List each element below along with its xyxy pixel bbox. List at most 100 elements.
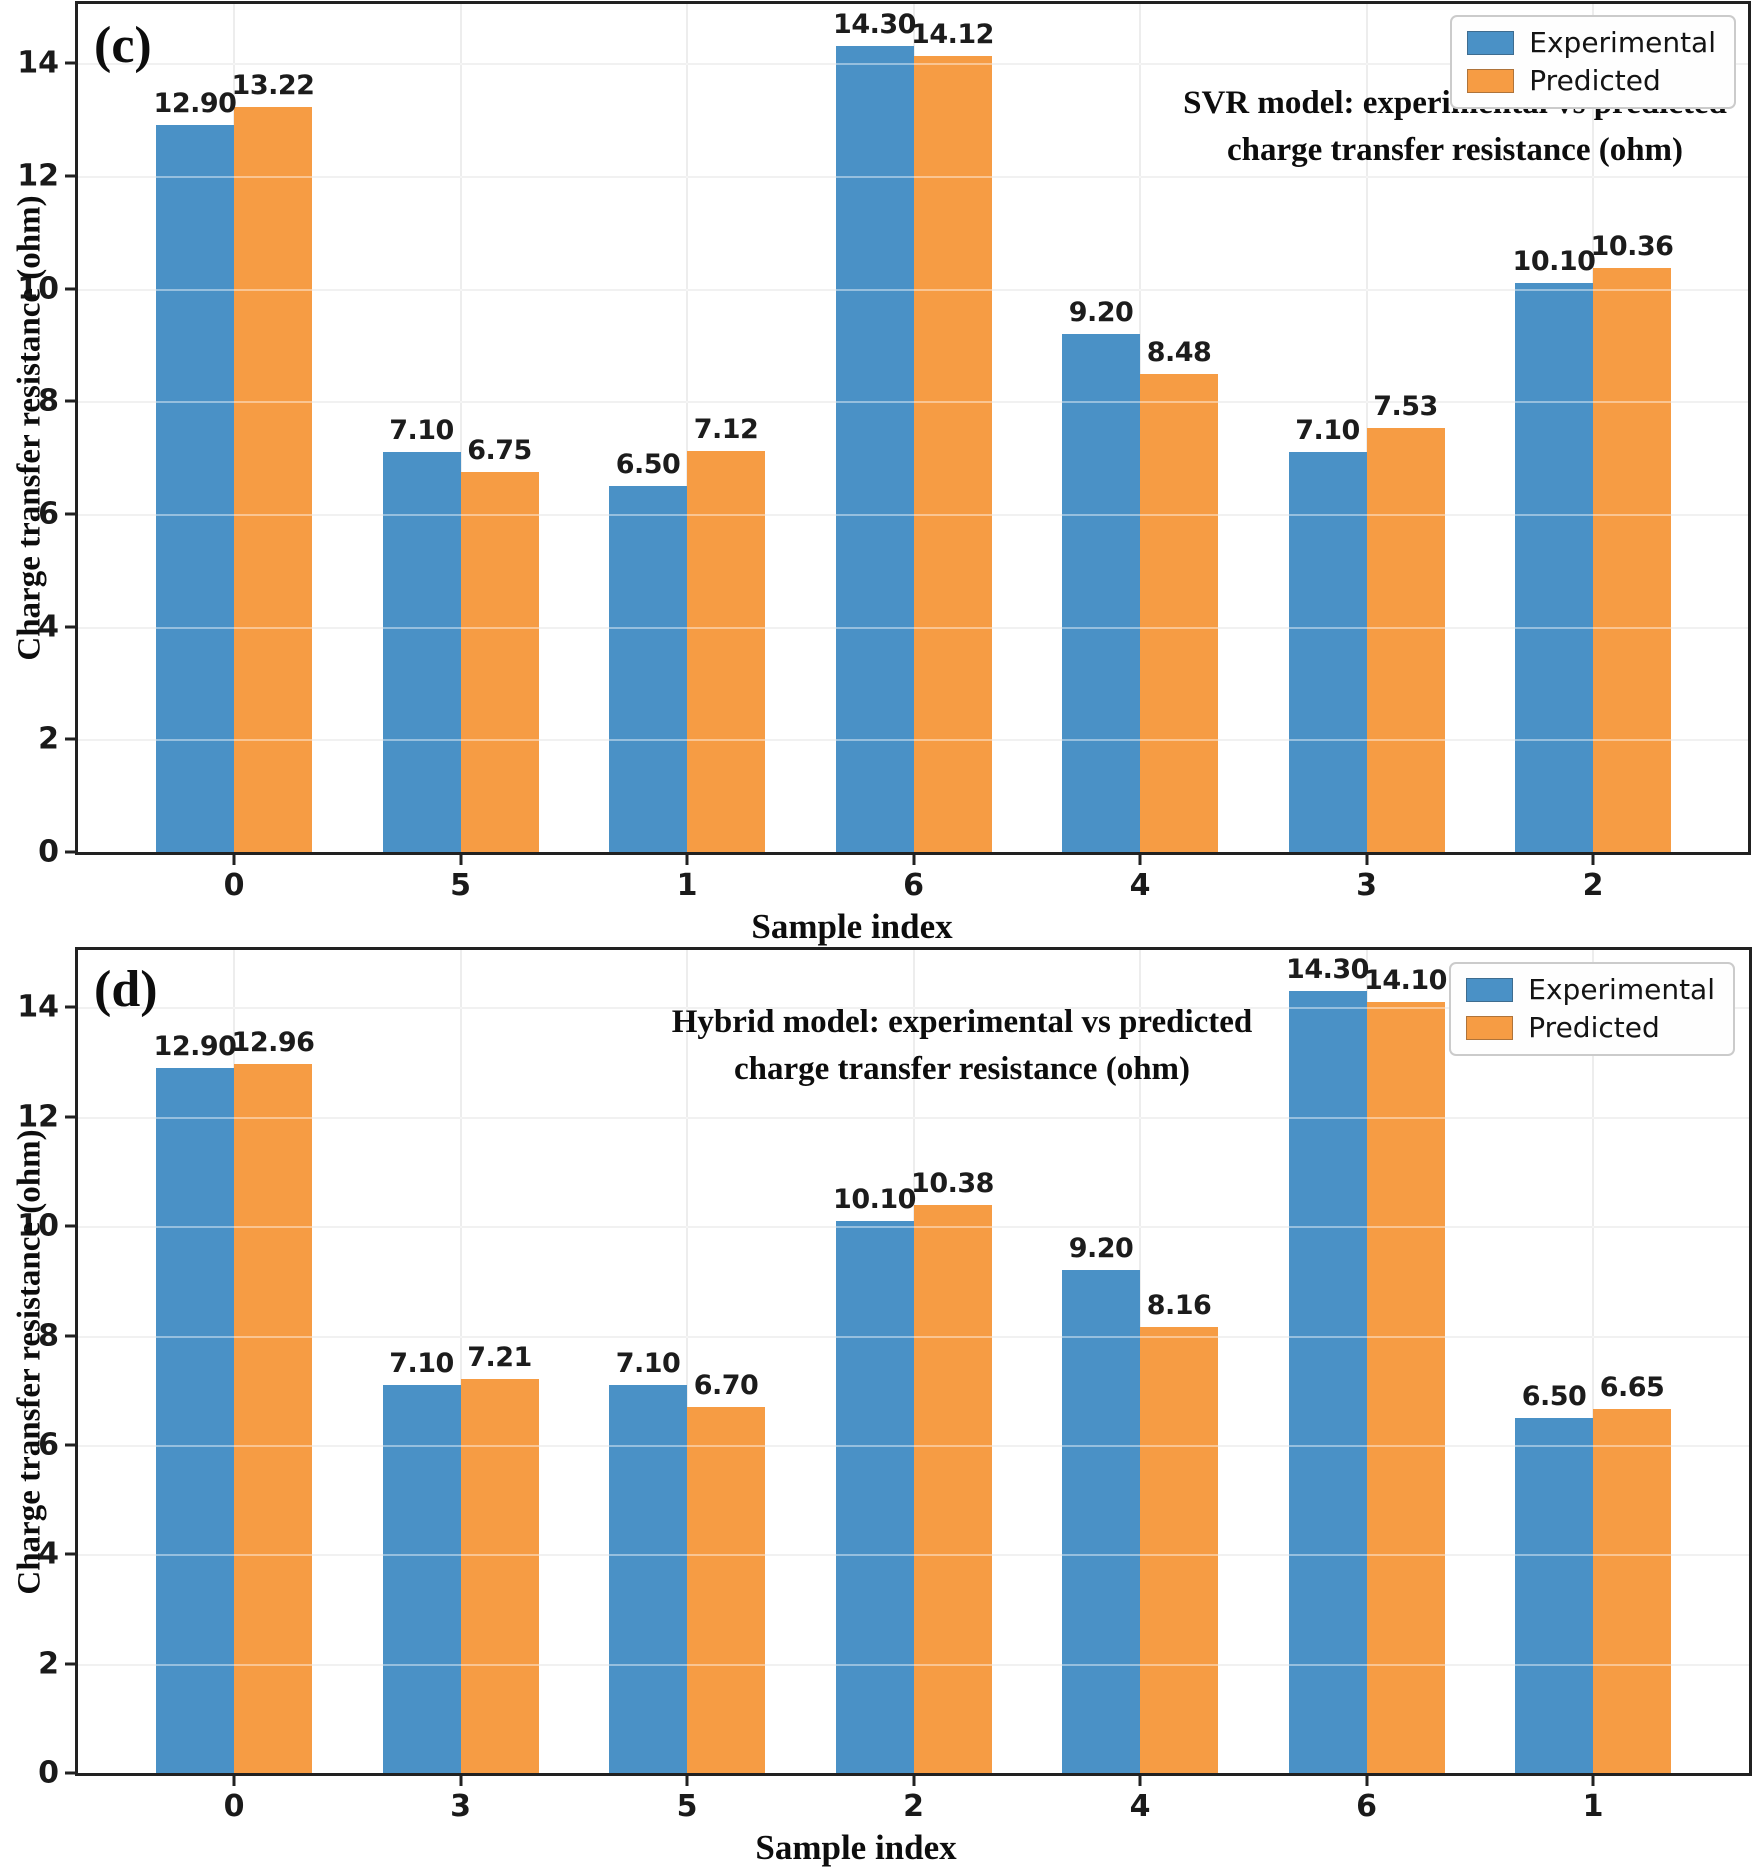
x-tick-1: 1: [676, 868, 698, 903]
x-tick-3: 3: [1356, 868, 1377, 903]
legend-row-experimental: Experimental: [1467, 29, 1716, 57]
bar-value-experimental-5: 7.10: [615, 1347, 681, 1379]
bar-predicted-4: [1140, 374, 1218, 852]
y-tickmark-0: [65, 850, 75, 854]
bar-value-experimental-6: 14.30: [833, 9, 916, 41]
y-tick-10: 10: [17, 1208, 59, 1244]
gridline-v-5: [686, 950, 688, 1773]
legend-swatch-predicted-icon: [1466, 1016, 1514, 1040]
y-tickmark-6: [65, 512, 75, 516]
bar-value-predicted-2: 10.36: [1590, 231, 1674, 263]
y-tickmark-14: [65, 61, 75, 65]
y-tickmark-2: [65, 1662, 75, 1666]
bar-predicted-0: [234, 1064, 312, 1773]
legend-label-predicted: Predicted: [1528, 1011, 1660, 1044]
legend-c: Experimental Predicted: [1450, 15, 1736, 109]
x-tick-5: 5: [450, 868, 471, 903]
legend-label-predicted: Predicted: [1529, 64, 1661, 97]
gridline-v-1: [686, 4, 688, 852]
x-tickmark-2: [912, 1776, 915, 1786]
y-tickmark-12: [65, 1115, 75, 1119]
gridline-overlay-h-10: [78, 1226, 1749, 1229]
bars-c: [78, 4, 1748, 852]
x-tickmark-5: [459, 855, 462, 865]
chart-title-line2: charge transfer resistance (ohm): [733, 1051, 1191, 1087]
plot-area-c: 12.90 7.10 6.50 14.30 9.20 7.10 10.10 13.22 6.75…: [75, 1, 1751, 855]
bar-value-predicted-0: 12.96: [231, 1027, 315, 1059]
y-tickmark-12: [65, 174, 75, 178]
y-tickmark-10: [65, 1224, 75, 1228]
bar-experimental-1: [609, 485, 687, 852]
legend-row-predicted: Predicted: [1466, 1014, 1715, 1042]
y-tick-8: 8: [38, 1318, 59, 1354]
bar-predicted-5: [460, 471, 539, 852]
bar-value-predicted-0: 13.22: [231, 70, 315, 102]
bar-value-experimental-6: 14.30: [1286, 954, 1369, 985]
gridline-overlay-h-4: [78, 1554, 1749, 1557]
gridline-overlay-h-8: [78, 1335, 1749, 1338]
x-tickmark-6: [1365, 1776, 1368, 1786]
bar-experimental-2: [1515, 282, 1593, 852]
bar-predicted-3: [460, 1378, 539, 1773]
gridline-overlay-h-4: [78, 626, 1748, 629]
gridline-overlay-h-10: [78, 288, 1748, 291]
x-tick-3: 3: [450, 1789, 471, 1824]
x-tickmark-5: [685, 1776, 689, 1786]
gridline-overlay-h-6: [78, 1444, 1749, 1447]
bar-predicted-1: [1593, 1409, 1671, 1773]
bar-experimental-6: [835, 46, 914, 852]
x-tick-6: 6: [1356, 1789, 1377, 1824]
bar-value-predicted-5: 6.70: [693, 1369, 759, 1401]
y-tickmark-0: [65, 1771, 75, 1775]
bar-predicted-4: [1140, 1326, 1218, 1773]
bar-experimental-0: [156, 125, 234, 852]
bar-value-predicted-4: 8.48: [1146, 337, 1212, 369]
y-tickmark-2: [65, 737, 75, 741]
gridline-overlay-h-2: [78, 739, 1748, 742]
gridline-overlay-h-12: [78, 175, 1748, 178]
x-tickmark-4: [1138, 1776, 1142, 1786]
y-tickmark-4: [65, 625, 75, 629]
bars-d: [78, 950, 1749, 1773]
y-tick-12: 12: [17, 158, 59, 194]
legend-swatch-experimental-icon: [1467, 31, 1515, 55]
bar-value-experimental-4: 9.20: [1068, 296, 1134, 328]
y-tick-4: 4: [38, 609, 59, 645]
panel-tag-d: (d): [94, 961, 158, 1018]
y-tick-0: 0: [38, 1755, 59, 1791]
bar-value-predicted-3: 7.53: [1373, 390, 1438, 422]
x-tick-4: 4: [1129, 1789, 1151, 1824]
y-axis-title-d: Charge transfer resistance (ohm): [11, 1128, 48, 1595]
bar-experimental-1: [1515, 1417, 1593, 1773]
legend-row-predicted: Predicted: [1467, 67, 1716, 95]
x-tick-5: 5: [676, 1789, 698, 1824]
bar-experimental-2: [835, 1220, 914, 1773]
x-tickmark-1: [1591, 1776, 1595, 1786]
legend-label-experimental: Experimental: [1528, 973, 1715, 1006]
bar-value-experimental-2: 10.10: [833, 1183, 916, 1215]
bar-value-predicted-2: 10.38: [911, 1168, 994, 1200]
x-tick-6: 6: [903, 868, 924, 903]
bar-value-experimental-0: 12.90: [153, 1030, 237, 1062]
bar-value-predicted-1: 7.12: [693, 413, 759, 445]
y-axis-title-c: Charge transfer resistance (ohm): [11, 195, 48, 661]
bar-predicted-2: [913, 1205, 992, 1773]
gridline-overlay-c: [78, 4, 1748, 852]
x-tick-2: 2: [1582, 868, 1604, 903]
bar-experimental-5: [382, 451, 461, 852]
bar-value-predicted-6: 14.12: [911, 19, 994, 51]
bar-value-predicted-4: 8.16: [1146, 1289, 1212, 1321]
panel-tag-c: (c): [94, 17, 152, 74]
x-tick-4: 4: [1129, 868, 1151, 903]
x-axis-title-c: Sample index: [751, 907, 953, 946]
bar-experimental-4: [1062, 1269, 1140, 1773]
x-tick-1: 1: [1582, 1789, 1604, 1824]
y-tick-10: 10: [17, 271, 59, 307]
y-tick-8: 8: [38, 383, 59, 419]
gridline-v-3: [459, 950, 462, 1773]
bar-predicted-0: [234, 107, 312, 852]
bar-predicted-1: [687, 450, 765, 852]
y-tickmark-10: [65, 287, 75, 291]
y-tickmark-8: [65, 399, 75, 403]
chart-title-line1: Hybrid model: experimental vs predicted: [671, 1004, 1253, 1040]
